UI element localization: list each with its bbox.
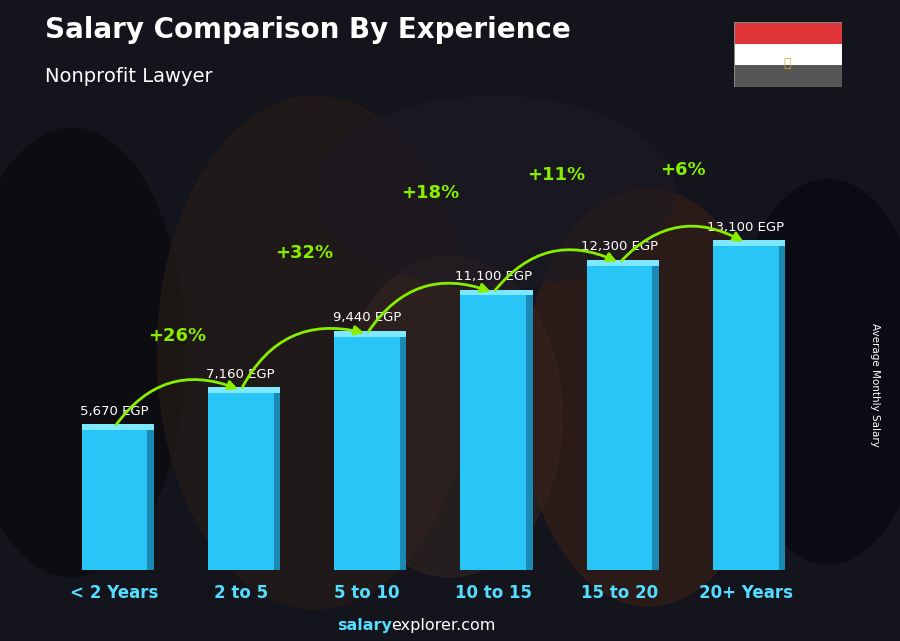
Ellipse shape: [522, 189, 774, 606]
Text: 5,670 EGP: 5,670 EGP: [80, 404, 148, 418]
Ellipse shape: [315, 96, 675, 288]
Bar: [587, 265, 652, 570]
Bar: [334, 337, 400, 570]
Bar: [148, 430, 154, 570]
Bar: [82, 430, 148, 570]
Text: Nonprofit Lawyer: Nonprofit Lawyer: [45, 67, 212, 87]
Text: +6%: +6%: [660, 161, 706, 179]
Bar: [734, 22, 842, 44]
Text: 11,100 EGP: 11,100 EGP: [454, 270, 532, 283]
Text: Average Monthly Salary: Average Monthly Salary: [869, 322, 880, 447]
Text: 12,300 EGP: 12,300 EGP: [581, 240, 658, 253]
Bar: [274, 393, 280, 570]
Text: explorer.com: explorer.com: [392, 619, 496, 633]
Bar: [713, 246, 778, 570]
Ellipse shape: [729, 179, 900, 564]
Text: Salary Comparison By Experience: Salary Comparison By Experience: [45, 16, 571, 44]
Bar: [734, 44, 842, 65]
Ellipse shape: [338, 256, 562, 577]
Bar: [400, 337, 407, 570]
Text: 13,100 EGP: 13,100 EGP: [707, 221, 785, 233]
Bar: [652, 265, 659, 570]
Text: 7,160 EGP: 7,160 EGP: [206, 368, 275, 381]
Bar: [734, 65, 842, 87]
Bar: [778, 246, 786, 570]
Bar: [587, 260, 659, 265]
Text: salary: salary: [337, 619, 392, 633]
Bar: [461, 290, 533, 296]
Text: +18%: +18%: [401, 185, 459, 203]
Bar: [208, 387, 280, 393]
Bar: [334, 331, 407, 337]
Bar: [713, 240, 786, 246]
Ellipse shape: [0, 128, 184, 577]
Text: 𓅃: 𓅃: [784, 57, 791, 70]
Text: 9,440 EGP: 9,440 EGP: [333, 312, 401, 324]
Text: +32%: +32%: [274, 244, 333, 262]
Bar: [82, 424, 154, 430]
Bar: [526, 296, 533, 570]
Text: +11%: +11%: [527, 166, 586, 184]
Ellipse shape: [158, 96, 473, 609]
Bar: [461, 296, 526, 570]
Text: +26%: +26%: [148, 327, 207, 345]
Bar: [208, 393, 274, 570]
